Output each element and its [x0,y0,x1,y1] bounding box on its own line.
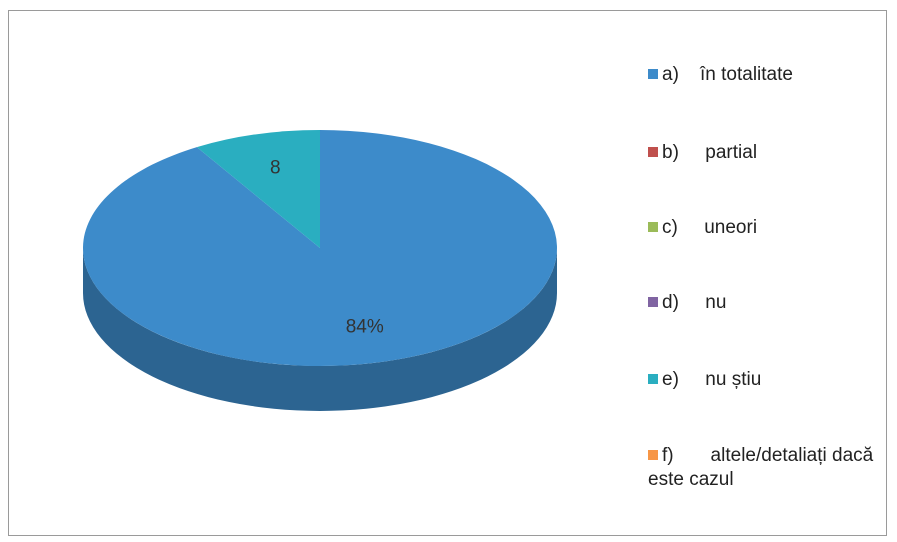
legend-item: b) partial [648,141,878,165]
pie-slice [83,130,558,367]
legend-swatch [648,147,658,157]
pie-side [83,248,557,411]
legend-label: a) în totalitate [662,64,793,85]
legend-item: a) în totalitate [648,63,878,87]
legend-swatch [648,374,658,384]
legend-item: c) uneori [648,216,878,240]
legend-swatch [648,450,658,460]
legend-swatch [648,297,658,307]
data-label: 8 [270,157,281,178]
legend-swatch [648,222,658,232]
legend-item: d) nu [648,291,878,315]
legend-label: f) altele/detaliați dacă este cazul [648,445,879,490]
legend-label: e) nu știu [662,369,762,390]
data-label: 84% [346,317,384,338]
legend-swatch [648,69,658,79]
legend-label: c) uneori [662,217,758,238]
legend-label: b) partial [662,142,758,163]
chart-frame [8,10,887,536]
legend-label: d) nu [662,292,727,313]
pie-slice [196,130,320,248]
legend-item: f) altele/detaliați dacă este cazul [648,444,878,492]
legend-item: e) nu știu [648,368,878,392]
